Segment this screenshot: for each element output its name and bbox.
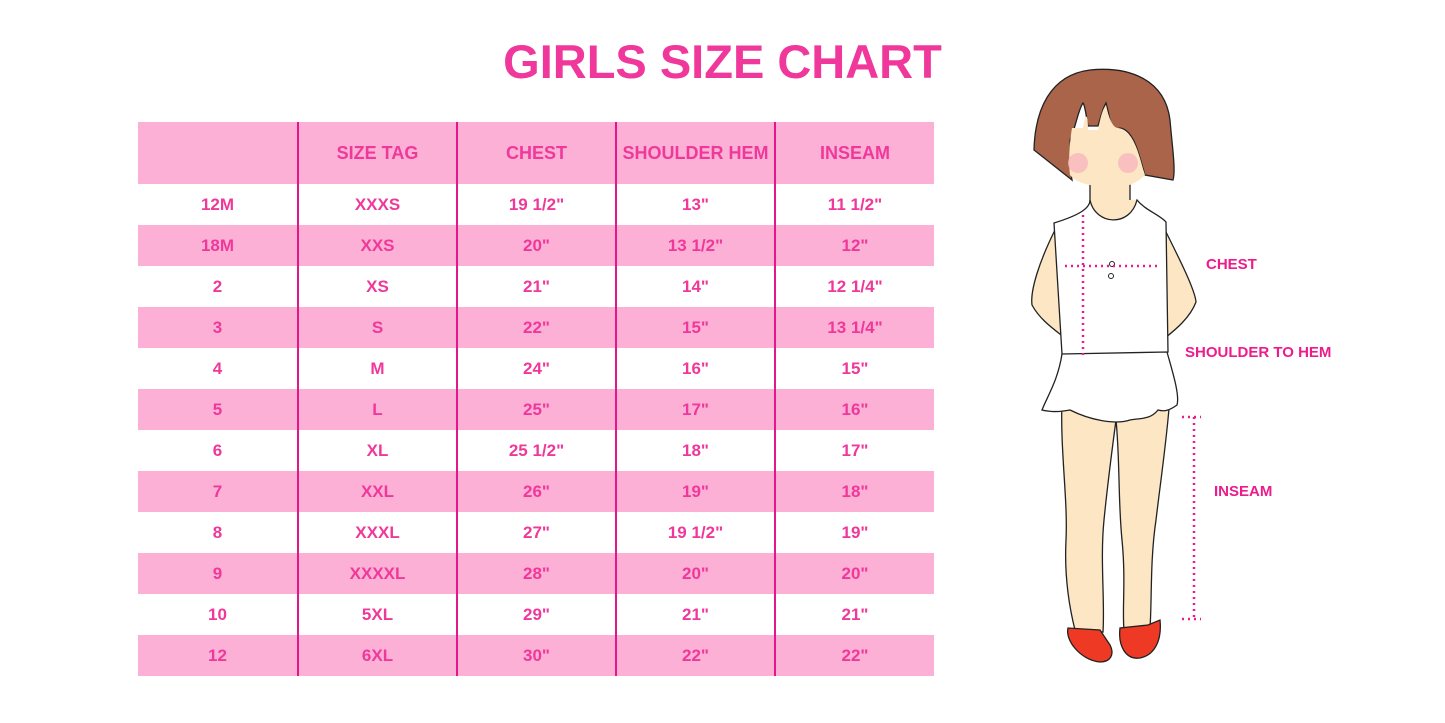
left-cheek (1068, 153, 1088, 173)
table-row: 4 M 24" 16" 15" (138, 348, 934, 389)
cell-size: 18M (138, 225, 298, 266)
cell-shoulder-hem: 21" (615, 594, 775, 635)
cell-inseam: 22" (774, 635, 934, 676)
cell-shoulder-hem: 17" (615, 389, 775, 430)
cell-size-tag: XXL (297, 471, 457, 512)
cell-chest: 27" (456, 512, 616, 553)
cell-shoulder-hem: 13 1/2" (615, 225, 775, 266)
skirt (1041, 351, 1179, 423)
cell-size: 4 (212, 358, 223, 378)
cell-size-tag: L (297, 389, 457, 430)
cell-inseam: 12" (774, 225, 934, 266)
button-icon (1108, 273, 1114, 279)
cell-size-tag: XL (297, 430, 457, 471)
cell-chest: 25" (456, 389, 616, 430)
cell-inseam: 12 1/4" (774, 266, 934, 307)
shoulder-to-hem-label: SHOULDER TO HEM (1185, 344, 1332, 361)
cell-shoulder-hem: 18" (615, 430, 775, 471)
cell-chest: 21" (456, 266, 616, 307)
table-header-row: SIZE TAG CHEST SHOULDER HEM INSEAM (138, 122, 934, 184)
header-size-tag: SIZE TAG (297, 122, 457, 184)
cell-size-tag: XXS (297, 225, 457, 266)
header-shoulder-hem: SHOULDER HEM (615, 122, 775, 184)
cell-size: 12 (138, 635, 298, 676)
cell-chest: 19 1/2" (456, 184, 616, 225)
cell-inseam: 18" (774, 471, 934, 512)
table-row: 8 XXXL 27" 19 1/2" 19" (138, 512, 934, 553)
cell-shoulder-hem: 22" (615, 635, 775, 676)
inseam-label: INSEAM (1214, 483, 1273, 500)
cell-shoulder-hem: 19 1/2" (615, 512, 775, 553)
table-row: 18M XXS 20" 13 1/2" 12" (138, 225, 934, 266)
cell-shoulder-hem: 13" (615, 184, 775, 225)
header-size (138, 122, 298, 184)
cell-inseam: 11 1/2" (774, 184, 934, 225)
cell-shoulder-hem: 20" (615, 553, 775, 594)
size-chart-table: SIZE TAG CHEST SHOULDER HEM INSEAM 12M XX… (138, 122, 934, 676)
left-shoe (1067, 627, 1113, 663)
cell-size: 8 (212, 522, 223, 542)
table-row: 10 5XL 29" 21" 21" (138, 594, 934, 635)
header-chest: CHEST (456, 122, 616, 184)
cell-shoulder-hem: 16" (615, 348, 775, 389)
cell-size-tag: XXXL (297, 512, 457, 553)
cell-chest: 25 1/2" (456, 430, 616, 471)
cell-chest: 26" (456, 471, 616, 512)
cell-size: 6 (212, 440, 223, 460)
cell-shoulder-hem: 14" (615, 266, 775, 307)
cell-size: 12M (200, 194, 235, 214)
title-text: GIRLS SIZE CHART (503, 35, 942, 88)
cell-size-tag: XXXS (297, 184, 457, 225)
table-row: 6 XL 25 1/2" 18" 17" (138, 430, 934, 471)
cell-inseam: 15" (774, 348, 934, 389)
cell-inseam: 21" (774, 594, 934, 635)
cell-chest: 22" (456, 307, 616, 348)
cell-chest: 24" (456, 348, 616, 389)
cell-size-tag: M (297, 348, 457, 389)
table-row: 2 XS 21" 14" 12 1/4" (138, 266, 934, 307)
cell-size: 2 (212, 276, 223, 296)
cell-size: 3 (138, 307, 298, 348)
page-title: GIRLS SIZE CHART (0, 34, 1445, 89)
cell-inseam: 20" (774, 553, 934, 594)
table-row: 3 S 22" 15" 13 1/4" (138, 307, 934, 348)
cell-size-tag: XS (297, 266, 457, 307)
cell-inseam: 17" (774, 430, 934, 471)
table-row: 7 XXL 26" 19" 18" (138, 471, 934, 512)
table-row: 12 6XL 30" 22" 22" (138, 635, 934, 676)
header-inseam: INSEAM (774, 122, 934, 184)
table-row: 5 L 25" 17" 16" (138, 389, 934, 430)
cell-size-tag: 5XL (297, 594, 457, 635)
legs (1061, 394, 1171, 633)
cell-chest: 29" (456, 594, 616, 635)
cell-size: 9 (138, 553, 298, 594)
cell-chest: 20" (456, 225, 616, 266)
chest-label: CHEST (1206, 256, 1257, 273)
cell-size: 10 (208, 604, 227, 624)
cell-size-tag: 6XL (297, 635, 457, 676)
cell-size-tag: XXXXL (297, 553, 457, 594)
cell-size-tag: S (297, 307, 457, 348)
cell-inseam: 13 1/4" (774, 307, 934, 348)
cell-inseam: 16" (774, 389, 934, 430)
cell-chest: 30" (456, 635, 616, 676)
cell-shoulder-hem: 15" (615, 307, 775, 348)
table-row: 12M XXXS 19 1/2" 13" 11 1/2" (138, 184, 934, 225)
cell-size: 5 (138, 389, 298, 430)
cell-size: 7 (138, 471, 298, 512)
right-shoe (1119, 619, 1161, 659)
right-cheek (1118, 153, 1138, 173)
table-row: 9 XXXXL 28" 20" 20" (138, 553, 934, 594)
cell-shoulder-hem: 19" (615, 471, 775, 512)
cell-chest: 28" (456, 553, 616, 594)
cell-inseam: 19" (774, 512, 934, 553)
